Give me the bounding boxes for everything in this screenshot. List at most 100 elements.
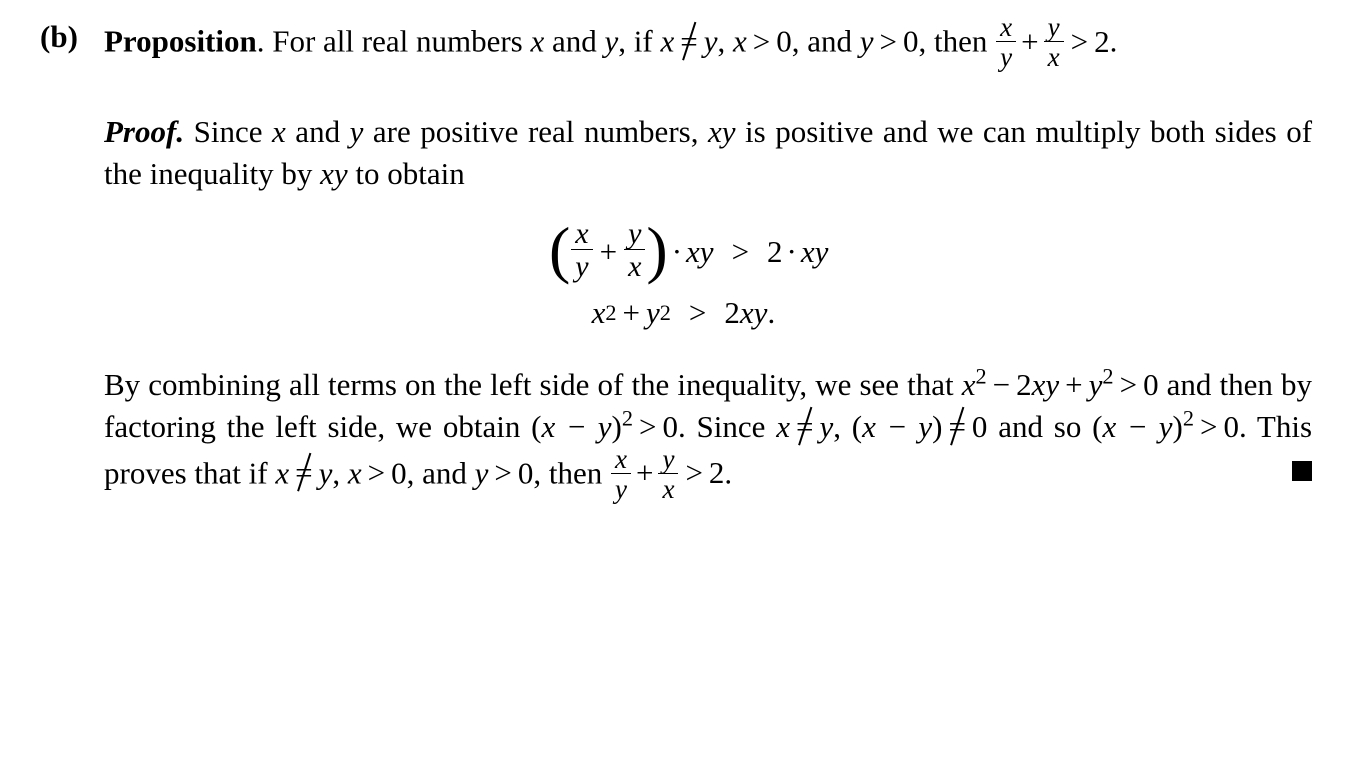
- qed-mark: [1288, 448, 1312, 490]
- frac-den: y: [996, 42, 1016, 71]
- cdot-symbol: ·: [783, 234, 801, 269]
- frac-den: y: [571, 250, 592, 282]
- frac-num: y: [624, 219, 645, 250]
- frac-y-over-x: yx: [1044, 14, 1064, 71]
- proposition-heading: Proposition: [104, 24, 257, 59]
- var-xy: xy: [801, 234, 829, 269]
- var-xy: xy: [320, 156, 348, 191]
- qed-square-icon: [1292, 461, 1312, 481]
- two: 2: [724, 295, 740, 330]
- cond-xgt0: x>0: [733, 24, 792, 59]
- frac-y-over-x: yx: [624, 219, 645, 282]
- frac-num: y: [1044, 14, 1064, 42]
- var-y: y: [704, 24, 718, 59]
- p2d: and so: [987, 409, 1092, 444]
- var-y: y: [605, 24, 619, 59]
- p2f: , then: [533, 455, 610, 490]
- rhs2: 2xy.: [724, 292, 824, 334]
- sup-2: 2: [1102, 364, 1113, 389]
- plus-symbol: +: [1059, 367, 1088, 402]
- p2c: . Since: [678, 409, 776, 444]
- proof-heading: Proof.: [104, 114, 184, 149]
- plus-symbol: +: [594, 231, 623, 273]
- display-math: ( xy + yx ) · xy > 2·xy x2 + y2: [104, 221, 1312, 334]
- var-x: x: [275, 455, 289, 490]
- conclusion: xy+yx>2: [995, 24, 1109, 59]
- var-xy: xy: [686, 231, 714, 273]
- item-label: (b): [40, 16, 104, 73]
- var-y: y: [819, 409, 833, 444]
- ineq3: (x − y)2>0: [1092, 409, 1239, 444]
- var-x: x: [531, 24, 545, 59]
- sup-2: 2: [1183, 405, 1194, 430]
- frac-num: x: [611, 446, 631, 474]
- proof-para2: By combining all terms on the left side …: [104, 364, 1312, 505]
- neq-symbol: =: [295, 452, 312, 494]
- frac-den: y: [611, 474, 631, 503]
- display-line2: x2 + y2 > 2xy.: [498, 292, 918, 334]
- gt-symbol: >: [1065, 24, 1094, 59]
- var-y: y: [860, 24, 874, 59]
- frac-x-over-y: xy: [611, 446, 631, 503]
- rhs1: 2·xy: [767, 231, 867, 273]
- neq-symbol: =: [680, 21, 697, 63]
- proof-para1: Proof. Since x and y are positive real n…: [104, 111, 1312, 195]
- gt-symbol: >: [488, 455, 517, 490]
- var-x: x: [272, 114, 286, 149]
- gt-symbol: >: [874, 24, 903, 59]
- stmt-and2: , and: [792, 24, 852, 59]
- zero: 0: [391, 455, 407, 490]
- frac-num: x: [571, 219, 592, 250]
- sup-2: 2: [622, 405, 633, 430]
- xmy: x − y: [1102, 409, 1172, 444]
- var-xy: xy: [740, 295, 768, 330]
- frac-den: x: [624, 250, 645, 282]
- frac-den: x: [658, 474, 678, 503]
- two: 2: [767, 234, 783, 269]
- gt-symbol: >: [1194, 409, 1223, 444]
- plus-symbol: +: [1017, 24, 1042, 59]
- conclusion2: xy+yx>2: [610, 455, 724, 490]
- neq-symbol: =: [796, 406, 813, 448]
- zero: 0: [972, 409, 988, 444]
- zero: 0: [1143, 367, 1159, 402]
- var-xy: xy: [1032, 367, 1060, 402]
- zero: 0: [776, 24, 792, 59]
- var-x: x: [348, 455, 362, 490]
- var-y: y: [475, 455, 489, 490]
- plus-symbol: +: [632, 455, 657, 490]
- gt-symbol: >: [679, 455, 708, 490]
- frac-num: x: [996, 14, 1016, 42]
- comma: ,: [332, 455, 348, 490]
- var-x: x: [660, 24, 674, 59]
- p1e: to obtain: [348, 156, 465, 191]
- two: 2: [709, 455, 725, 490]
- frac-num: y: [658, 446, 678, 474]
- xmy: x − y: [862, 409, 932, 444]
- proposition-item: (b) Proposition. For all real numbers x …: [40, 16, 1312, 73]
- minus-symbol: −: [987, 367, 1016, 402]
- period: .: [1110, 24, 1118, 59]
- zero: 0: [518, 455, 534, 490]
- gt-symbol: >: [1114, 367, 1143, 402]
- cond-neq: x=y: [660, 24, 717, 59]
- xmy: x − y: [541, 409, 611, 444]
- stmt-then: , then: [919, 24, 996, 59]
- var-y: y: [350, 114, 364, 149]
- zero: 0: [662, 409, 678, 444]
- frac-x-over-y: xy: [571, 219, 592, 282]
- x2: x: [962, 367, 976, 402]
- stmt-if: , if: [618, 24, 660, 59]
- y2: y: [646, 292, 660, 334]
- xmy-neq0: (x − y)=0: [852, 409, 988, 444]
- gt-symbol: >: [633, 409, 662, 444]
- page: (b) Proposition. For all real numbers x …: [0, 0, 1352, 784]
- two: 2: [1016, 367, 1032, 402]
- p2a: By combining all terms on the left side …: [104, 367, 962, 402]
- var-x: x: [776, 409, 790, 444]
- lhs2: x2 + y2: [592, 292, 671, 334]
- zero: 0: [903, 24, 919, 59]
- period: .: [724, 455, 732, 490]
- stmt-and2b: , and: [407, 455, 467, 490]
- comma: ,: [718, 24, 734, 59]
